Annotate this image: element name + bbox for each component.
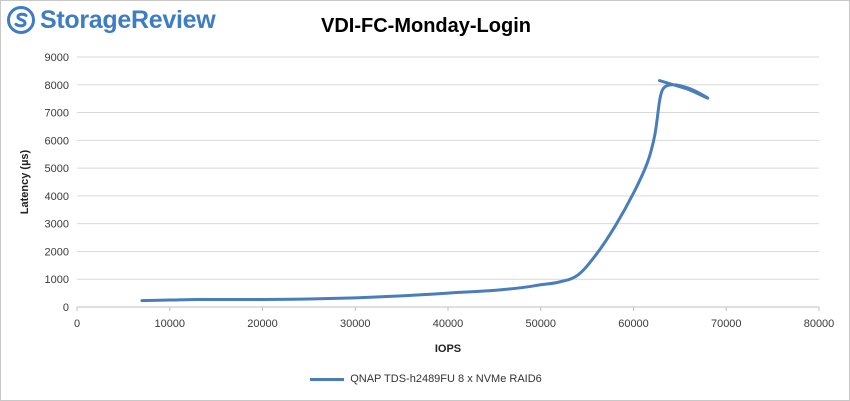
data-point: [659, 101, 660, 102]
storagereview-logo: StorageReview: [7, 5, 216, 35]
y-tick-label: 5000: [45, 163, 69, 175]
data-point: [141, 300, 142, 301]
x-tick-label: 10000: [154, 318, 185, 330]
x-tick-label: 80000: [804, 318, 835, 330]
x-tick-label: 20000: [247, 318, 278, 330]
y-tick-label: 6000: [45, 135, 69, 147]
x-tick-label: 0: [74, 318, 80, 330]
chart-title: VDI-FC-Monday-Login: [321, 15, 531, 37]
data-point: [448, 293, 449, 294]
data-point: [522, 287, 523, 288]
series-line-0: [140, 79, 710, 303]
data-point: [675, 85, 676, 86]
y-tick-label: 7000: [45, 108, 69, 120]
y-tick-label: 2000: [45, 246, 69, 258]
data-point: [662, 90, 663, 91]
y-tick-label: 3000: [45, 219, 69, 231]
data-point: [654, 134, 655, 135]
legend-swatch: [310, 377, 345, 381]
x-tick-label: 40000: [433, 318, 464, 330]
y-tick-label: 1000: [45, 274, 69, 286]
y-tick-label: 9000: [45, 52, 69, 64]
storagereview-logo-icon: [7, 6, 35, 34]
x-axis-title: IOPS: [435, 343, 461, 355]
data-point: [665, 86, 666, 87]
logo-text: StorageReview: [40, 5, 216, 34]
data-point: [596, 254, 597, 255]
data-point: [355, 297, 356, 298]
data-point: [633, 193, 634, 194]
data-point: [540, 284, 541, 285]
data-point: [262, 299, 263, 300]
data-point: [647, 162, 648, 163]
data-point: [577, 275, 578, 276]
y-tick-label: 0: [63, 302, 69, 314]
data-point: [308, 298, 309, 299]
y-tick-label: 4000: [45, 191, 69, 203]
x-tick-label: 50000: [525, 318, 556, 330]
y-axis-title: Latency (µs): [19, 149, 31, 214]
data-point: [672, 84, 673, 85]
data-point: [169, 300, 170, 301]
data-point: [197, 299, 198, 300]
data-point: [659, 80, 660, 81]
data-point: [693, 90, 694, 91]
data-point: [559, 282, 560, 283]
data-point: [689, 89, 690, 90]
legend-label: QNAP TDS-h2489FU 8 x NVMe RAID6: [350, 373, 542, 385]
data-point: [707, 98, 708, 99]
x-tick-label: 70000: [711, 318, 742, 330]
y-tick-label: 8000: [45, 80, 69, 92]
x-tick-label: 60000: [618, 318, 649, 330]
data-point: [494, 290, 495, 291]
data-point: [614, 226, 615, 227]
chart-legend: QNAP TDS-h2489FU 8 x NVMe RAID6: [1, 373, 850, 385]
data-point: [401, 295, 402, 296]
data-point: [234, 299, 235, 300]
x-tick-label: 30000: [340, 318, 371, 330]
data-point: [679, 85, 680, 86]
